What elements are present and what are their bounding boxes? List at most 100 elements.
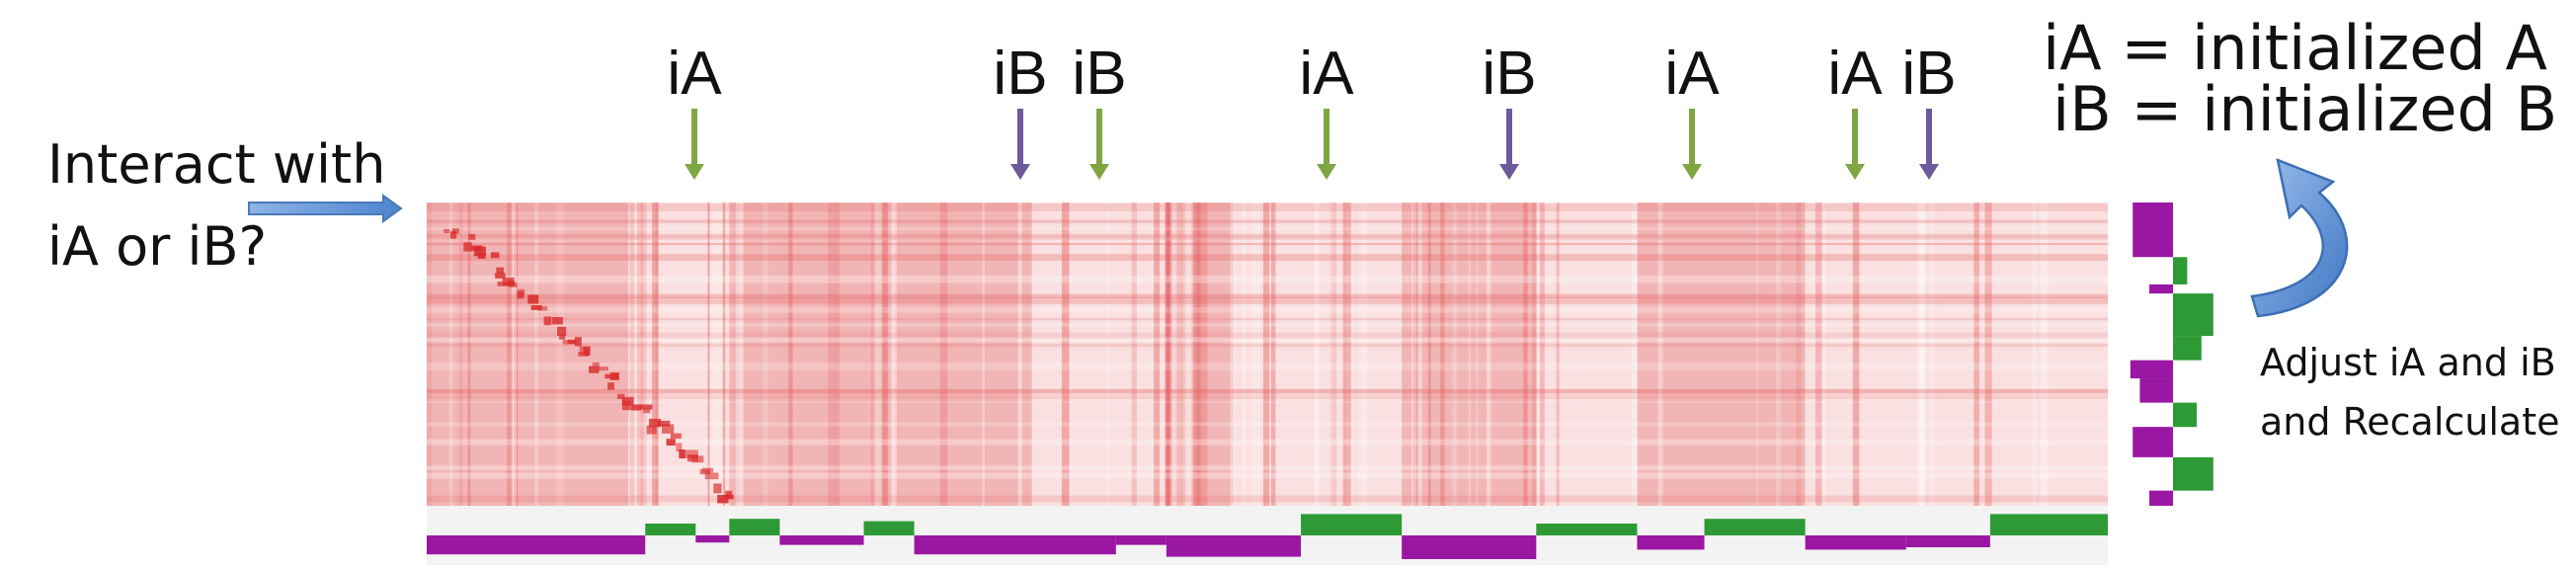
- heatmap-streak: [891, 203, 897, 506]
- diagonal-pixel: [648, 418, 662, 428]
- marker-label: iA: [1664, 40, 1720, 108]
- heatmap-streak: [507, 203, 512, 506]
- diagonal-pixel: [468, 233, 476, 240]
- heatmap-streak: [1984, 203, 1992, 506]
- heatmap-streak: [1164, 203, 1171, 506]
- heatmap-block: [1637, 203, 1806, 506]
- marker-label: iA: [1299, 40, 1354, 108]
- diagonal-pixel: [574, 337, 582, 347]
- side-compartment-b-segment: [2133, 203, 2173, 258]
- heatmap-streak: [1776, 203, 1781, 506]
- diagonal-pixel: [592, 362, 600, 367]
- heatmap-row-streak: [427, 219, 2108, 223]
- marker-8: iB: [1870, 40, 1988, 180]
- heatmap-streak: [828, 203, 836, 506]
- diagonal-pixel: [527, 294, 539, 304]
- heatmap-block: [1536, 203, 1638, 506]
- compartment-track: [427, 506, 2108, 565]
- heatmap-streak: [1410, 203, 1416, 506]
- heatmap-row-streak: [427, 400, 2108, 403]
- side-compartment-track: [2130, 203, 2214, 506]
- heatmap-streak: [2040, 203, 2046, 506]
- heatmap-streak: [1131, 203, 1137, 506]
- side-compartment-a-segment: [2173, 456, 2214, 491]
- compartment-a-segment: [1704, 519, 1806, 535]
- diagonal-pixel: [463, 242, 472, 252]
- heatmap-block: [1031, 203, 1167, 506]
- compartment-b-segment: [1805, 535, 1906, 550]
- heatmap-row-streak: [427, 394, 2108, 399]
- diagonal-pixel: [471, 245, 483, 252]
- heatmap-streak: [1230, 203, 1236, 506]
- heatmap-row-streak: [427, 296, 2108, 304]
- heatmap-streak: [1342, 203, 1351, 506]
- heatmap-streak: [1452, 203, 1457, 506]
- diagonal-pixel: [473, 246, 486, 257]
- heatmap-streak: [1171, 203, 1177, 506]
- marker-label: iB: [993, 40, 1048, 108]
- heatmap-streak: [1852, 203, 1860, 506]
- heatmap-streak: [514, 203, 519, 506]
- heatmap-streak: [512, 203, 517, 506]
- diagonal-pixel: [583, 346, 591, 356]
- side-compartment-b-segment: [2130, 360, 2173, 379]
- question-line-2: iA or iB?: [47, 215, 268, 278]
- heatmap-streak: [1476, 203, 1479, 506]
- marker-1: iA: [635, 40, 754, 180]
- diagonal-pixel: [684, 449, 698, 458]
- heatmap-streak: [1204, 203, 1208, 506]
- diagonal-pixel: [530, 305, 542, 310]
- diagonal-pixel: [643, 408, 651, 414]
- heatmap-streak: [1536, 203, 1545, 506]
- compartment-a-segment: [729, 519, 780, 535]
- heatmap-streak: [1250, 203, 1257, 506]
- diagonal-pixel: [713, 483, 722, 494]
- diagonal-pixel: [537, 306, 548, 311]
- heatmap-streak: [1154, 203, 1161, 506]
- side-compartment-b-segment: [2149, 490, 2173, 506]
- heatmap-streak: [534, 203, 539, 506]
- heatmap-streak: [2043, 203, 2050, 506]
- heatmap-streak: [448, 203, 453, 506]
- heatmap-row-streak: [427, 388, 2108, 394]
- heatmap-streak: [890, 203, 896, 506]
- diagonal-pixel: [557, 326, 567, 337]
- heatmap-streak: [1657, 203, 1663, 506]
- heatmap-streak: [2032, 203, 2037, 506]
- heatmap-streak: [870, 203, 874, 506]
- compartment-a-segment: [863, 521, 915, 535]
- pointer-arrow-icon: [248, 194, 403, 223]
- heatmap-streak: [1185, 203, 1192, 506]
- diagonal-pixel: [562, 339, 577, 345]
- heatmap-streak: [707, 203, 710, 506]
- heatmap-streak: [636, 203, 644, 506]
- heatmap-streak: [1929, 203, 1936, 506]
- heatmap-streak: [1017, 203, 1022, 506]
- heatmap-streak: [629, 203, 635, 506]
- heatmap-streak: [556, 203, 564, 506]
- compartment-b-segment: [1905, 535, 1990, 547]
- heatmap-row-streak: [427, 275, 2108, 284]
- diagonal-pixel: [604, 373, 619, 379]
- diagonal-pixel: [717, 495, 729, 504]
- diagonal-pixel: [451, 228, 459, 234]
- compartment-b-segment: [427, 535, 646, 555]
- heatmap-streak: [735, 203, 742, 506]
- heatmap-streak: [874, 203, 883, 506]
- arrow-b-icon: [1919, 109, 1939, 180]
- heatmap-streak: [1539, 203, 1545, 506]
- arrow-a-icon: [1845, 109, 1865, 180]
- heatmap-row-streak: [427, 495, 2108, 503]
- arrow-a-icon: [1317, 109, 1336, 180]
- diagonal-pixel: [598, 366, 608, 371]
- heatmap-streak: [1362, 203, 1368, 506]
- marker-3: iB: [1040, 40, 1159, 180]
- heatmap-streak: [712, 203, 721, 506]
- heatmap-block: [729, 203, 864, 506]
- diagonal-pixel: [704, 472, 719, 480]
- diagonal-pixel: [726, 494, 734, 500]
- heatmap-streak: [1182, 203, 1190, 506]
- heatmap-row-streak: [427, 317, 2108, 321]
- diagonal-pixel: [510, 282, 518, 287]
- diagonal-pixel: [543, 316, 552, 326]
